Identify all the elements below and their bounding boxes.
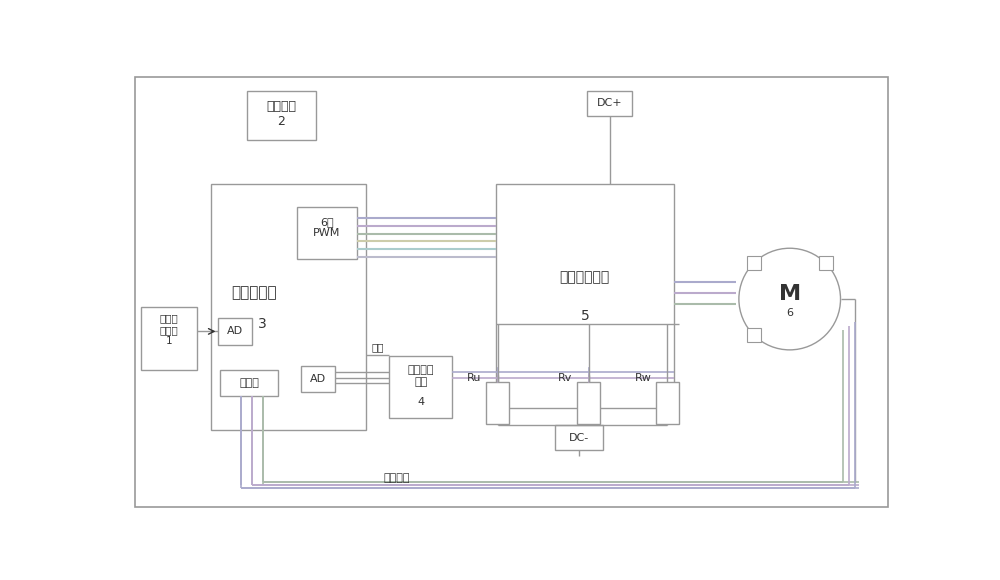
Bar xyxy=(656,382,679,424)
Bar xyxy=(141,307,197,370)
Bar xyxy=(747,328,761,342)
Bar xyxy=(297,206,357,259)
Bar xyxy=(819,256,833,270)
Bar xyxy=(587,91,632,116)
Text: 电流放大
电路: 电流放大 电路 xyxy=(408,365,434,387)
Text: 2: 2 xyxy=(278,115,285,128)
Bar xyxy=(211,183,366,430)
Bar xyxy=(496,183,674,408)
Bar xyxy=(218,317,252,345)
Bar xyxy=(555,425,603,450)
Text: AD: AD xyxy=(310,374,326,384)
Text: 速度设
定模块
1: 速度设 定模块 1 xyxy=(160,313,178,346)
Text: 智能功率模块: 智能功率模块 xyxy=(560,270,610,285)
Text: 电源模块: 电源模块 xyxy=(266,100,296,113)
Text: 3: 3 xyxy=(258,317,267,331)
Text: 6路
PWM: 6路 PWM xyxy=(313,217,341,238)
Text: 捕获口: 捕获口 xyxy=(239,378,259,388)
Text: DC+: DC+ xyxy=(597,99,622,108)
Bar xyxy=(486,382,509,424)
Text: DC-: DC- xyxy=(569,433,589,443)
Circle shape xyxy=(739,248,841,350)
Bar xyxy=(301,366,335,392)
Bar xyxy=(247,91,316,140)
Text: AD: AD xyxy=(227,327,243,336)
Text: Rw: Rw xyxy=(635,372,652,383)
Text: Ru: Ru xyxy=(467,372,481,383)
Text: M: M xyxy=(779,284,801,304)
Text: 5: 5 xyxy=(581,309,589,323)
Text: Rv: Rv xyxy=(558,372,572,383)
Text: 6: 6 xyxy=(786,308,793,318)
Bar xyxy=(577,382,600,424)
Text: 中央处理器: 中央处理器 xyxy=(232,285,277,300)
Bar xyxy=(389,356,452,418)
Bar xyxy=(747,256,761,270)
Text: 4: 4 xyxy=(417,397,424,407)
Text: 中断: 中断 xyxy=(372,342,384,352)
Bar xyxy=(220,370,278,396)
Text: 霍尔信号: 霍尔信号 xyxy=(384,473,410,483)
